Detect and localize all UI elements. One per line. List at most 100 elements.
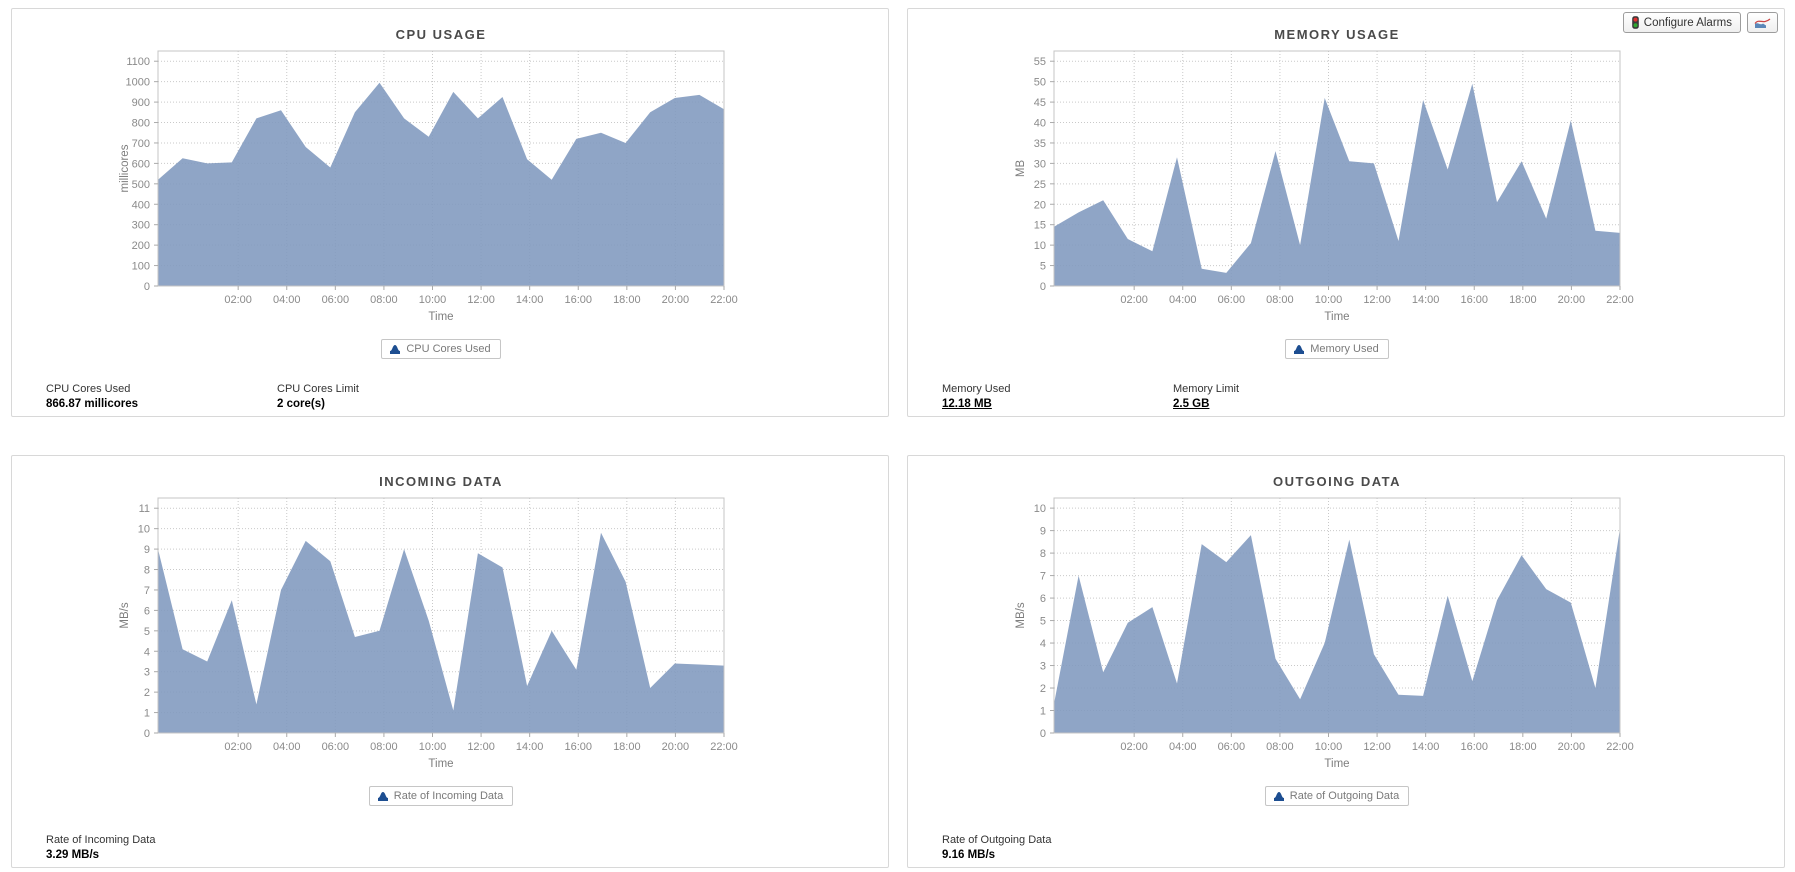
svg-text:08:00: 08:00: [370, 741, 398, 753]
stat-memory-limit: Memory Limit 2.5 GB: [1173, 383, 1404, 410]
svg-text:8: 8: [144, 565, 150, 577]
svg-text:2: 2: [1040, 683, 1046, 695]
cpu-usage-panel: CPU USAGE 0 100 200 300 400 500 600 700 800 900 100…: [11, 8, 889, 417]
svg-text:MB/s: MB/s: [119, 602, 131, 628]
svg-text:30: 30: [1034, 158, 1046, 170]
svg-text:900: 900: [132, 97, 150, 109]
svg-text:1: 1: [144, 708, 150, 720]
stat-cpu-cores-used: CPU Cores Used 866.87 millicores: [46, 383, 277, 410]
configure-alarms-label: Configure Alarms: [1643, 16, 1732, 29]
svg-text:06:00: 06:00: [322, 741, 350, 753]
svg-text:04:00: 04:00: [273, 741, 301, 753]
area-chart-icon: [1754, 17, 1771, 29]
svg-text:16:00: 16:00: [1460, 294, 1488, 306]
incoming-legend-row: Rate of Incoming Data: [12, 786, 738, 806]
outgoing-data-panel: OUTGOING DATA 0 1 2 3 4 5 6 7 8 9 10 02:00 04:00 06:00…: [907, 455, 1785, 868]
svg-text:02:00: 02:00: [1120, 294, 1148, 306]
svg-text:18:00: 18:00: [613, 294, 641, 306]
page-toolbar: Configure Alarms: [1622, 12, 1778, 33]
cpu-stats: CPU Cores Used 866.87 millicores CPU Cor…: [46, 383, 508, 410]
traffic-light-icon: [1632, 16, 1639, 29]
stat-value: 3.29 MB/s: [46, 849, 100, 861]
svg-text:Time: Time: [428, 758, 453, 770]
svg-text:1100: 1100: [126, 56, 150, 68]
svg-text:MEMORY USAGE: MEMORY USAGE: [1274, 27, 1400, 42]
legend-rate-outgoing[interactable]: Rate of Outgoing Data: [1264, 786, 1410, 806]
legend-memory-used[interactable]: Memory Used: [1285, 339, 1389, 359]
svg-text:18:00: 18:00: [613, 741, 641, 753]
incoming-data-chart[interactable]: INCOMING DATA 0 1 2 3 4 5 6 7 8 9 10 11 02:00 04:00 06:…: [12, 456, 738, 772]
svg-text:7: 7: [144, 585, 150, 597]
svg-text:millicores: millicores: [119, 144, 131, 192]
stat-value-link[interactable]: 12.18 MB: [942, 398, 992, 410]
svg-text:1: 1: [1040, 706, 1046, 718]
stat-memory-used: Memory Used 12.18 MB: [942, 383, 1173, 410]
svg-text:10: 10: [1034, 503, 1046, 515]
svg-text:5: 5: [144, 626, 150, 638]
memory-legend-row: Memory Used: [908, 339, 1634, 359]
svg-text:700: 700: [132, 138, 150, 150]
svg-text:20:00: 20:00: [1558, 741, 1586, 753]
svg-text:08:00: 08:00: [370, 294, 398, 306]
stat-label: Rate of Outgoing Data: [942, 834, 1052, 846]
chart-view-button[interactable]: [1747, 12, 1778, 33]
svg-text:02:00: 02:00: [1120, 741, 1148, 753]
svg-text:8: 8: [1040, 548, 1046, 560]
svg-text:20: 20: [1034, 199, 1046, 211]
svg-text:10:00: 10:00: [419, 294, 447, 306]
svg-text:45: 45: [1034, 97, 1046, 109]
svg-text:4: 4: [1040, 638, 1046, 650]
svg-text:02:00: 02:00: [224, 294, 252, 306]
stat-value-link[interactable]: 2.5 GB: [1173, 398, 1210, 410]
svg-text:14:00: 14:00: [1412, 294, 1440, 306]
memory-usage-panel: MEMORY USAGE 0 5 10 15 20 25 30 35 40 45 50 55 02:00 0…: [907, 8, 1785, 417]
svg-text:200: 200: [132, 240, 150, 252]
svg-text:04:00: 04:00: [1169, 741, 1197, 753]
svg-text:14:00: 14:00: [516, 741, 544, 753]
svg-text:400: 400: [132, 199, 150, 211]
legend-label: Rate of Incoming Data: [393, 790, 504, 802]
svg-text:22:00: 22:00: [710, 741, 738, 753]
svg-text:MB/s: MB/s: [1015, 602, 1027, 628]
memory-stats: Memory Used 12.18 MB Memory Limit 2.5 GB: [942, 383, 1404, 410]
outgoing-data-chart[interactable]: OUTGOING DATA 0 1 2 3 4 5 6 7 8 9 10 02:00 04:00 06:00…: [908, 456, 1634, 772]
svg-text:6: 6: [144, 605, 150, 617]
stat-label: Memory Used: [942, 383, 1011, 395]
svg-text:08:00: 08:00: [1266, 741, 1294, 753]
memory-usage-chart[interactable]: MEMORY USAGE 0 5 10 15 20 25 30 35 40 45 50 55 02:00 0…: [908, 9, 1634, 325]
legend-label: CPU Cores Used: [406, 343, 491, 355]
stat-value: 9.16 MB/s: [942, 849, 996, 861]
svg-text:1000: 1000: [126, 77, 150, 89]
svg-text:22:00: 22:00: [1606, 294, 1634, 306]
svg-text:6: 6: [1040, 593, 1046, 605]
svg-text:06:00: 06:00: [1218, 741, 1246, 753]
svg-text:16:00: 16:00: [564, 294, 592, 306]
svg-text:50: 50: [1034, 77, 1046, 89]
svg-text:22:00: 22:00: [1606, 741, 1634, 753]
svg-text:500: 500: [132, 179, 150, 191]
svg-text:12:00: 12:00: [467, 294, 495, 306]
svg-text:800: 800: [132, 118, 150, 130]
legend-cpu-cores-used[interactable]: CPU Cores Used: [381, 339, 501, 359]
svg-text:Time: Time: [1324, 758, 1349, 770]
svg-text:0: 0: [1040, 281, 1046, 293]
svg-text:12:00: 12:00: [1363, 294, 1391, 306]
configure-alarms-button[interactable]: Configure Alarms: [1622, 12, 1741, 33]
svg-text:10:00: 10:00: [419, 741, 447, 753]
legend-label: Rate of Outgoing Data: [1289, 790, 1400, 802]
svg-text:04:00: 04:00: [273, 294, 301, 306]
svg-text:04:00: 04:00: [1169, 294, 1197, 306]
legend-rate-incoming[interactable]: Rate of Incoming Data: [368, 786, 514, 806]
outgoing-legend-row: Rate of Outgoing Data: [908, 786, 1634, 806]
area-series-icon: [377, 790, 389, 802]
svg-text:10:00: 10:00: [1315, 741, 1343, 753]
stat-rate-outgoing: Rate of Outgoing Data 9.16 MB/s: [942, 834, 1173, 861]
stat-value: 2 core(s): [277, 398, 325, 410]
cpu-usage-chart[interactable]: CPU USAGE 0 100 200 300 400 500 600 700 800 900 100…: [12, 9, 738, 325]
svg-text:02:00: 02:00: [224, 741, 252, 753]
svg-text:12:00: 12:00: [1363, 741, 1391, 753]
svg-text:14:00: 14:00: [1412, 741, 1440, 753]
svg-text:5: 5: [1040, 261, 1046, 273]
svg-text:7: 7: [1040, 571, 1046, 583]
